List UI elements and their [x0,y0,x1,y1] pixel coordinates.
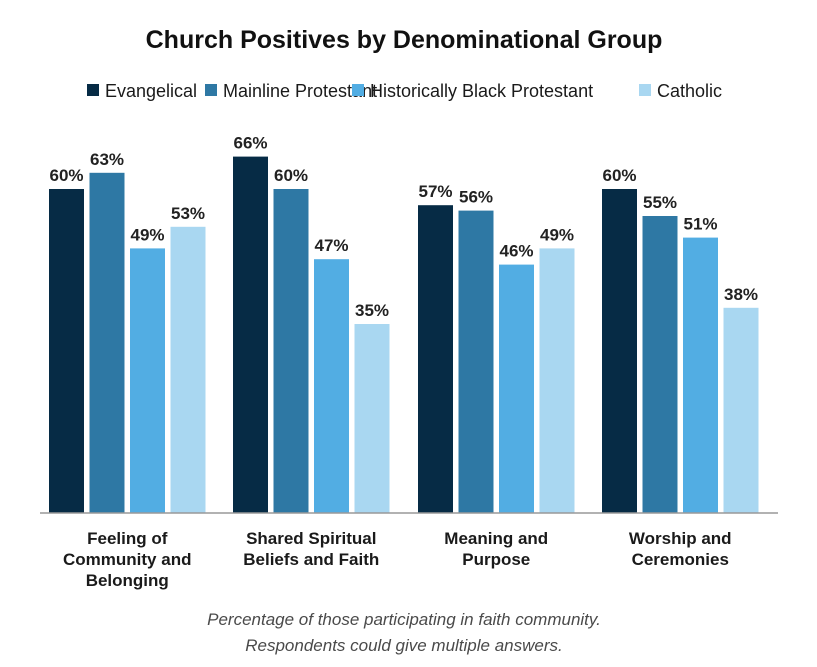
bar-4-1 [602,189,637,513]
bar-1-2 [89,172,125,514]
bar-4-3 [683,237,718,513]
category-label-1-line-2: Community and [63,550,191,569]
bar-2-2 [273,189,309,513]
bar-3-2 [458,210,494,513]
bar-2-3 [314,259,349,513]
bar-4-2 [642,216,678,513]
value-label-4-4: 38% [724,285,758,304]
value-label-2-3: 47% [314,236,348,255]
value-label-4-3: 51% [683,215,717,234]
bar-4-4 [723,307,759,513]
bar-1-3 [130,248,165,513]
value-label-1-3: 49% [130,225,164,244]
value-label-2-2: 60% [274,166,308,185]
value-label-2-4: 35% [355,301,389,320]
category-label-2-line-2: Beliefs and Faith [243,550,379,569]
category-label-1-line-1: Feeling of [87,529,168,548]
category-label-3-line-2: Purpose [462,550,530,569]
category-label-4-line-1: Worship and [629,529,732,548]
bar-1-4 [170,226,206,514]
legend-label-3: Historically Black Protestant [370,81,593,101]
value-label-3-4: 49% [540,225,574,244]
legend-label-2: Mainline Protestant [223,81,377,101]
category-label-4-line-2: Ceremonies [632,550,729,569]
category-label-1-line-3: Belonging [86,571,169,590]
category-label-3-line-1: Meaning and [444,529,548,548]
category-labels-group: Feeling of Community and Belonging Shared S… [63,529,732,590]
legend-swatch-1 [87,84,99,96]
value-label-4-2: 55% [643,193,677,212]
legend-swatch-4 [639,84,651,96]
legend-swatch-3 [352,84,364,96]
bars-group [49,156,759,514]
value-label-1-2: 63% [90,150,124,169]
legend: Evangelical Mainline ProtestantHistorical… [87,81,722,101]
value-label-4-1: 60% [602,166,636,185]
bar-2-1 [233,156,268,513]
bar-3-3 [499,264,534,513]
legend-label-4: Catholic [657,81,722,101]
value-label-1-1: 60% [49,166,83,185]
footnote-line-1: Percentage of those participating in fai… [207,610,601,629]
value-label-1-4: 53% [171,204,205,223]
value-label-3-1: 57% [418,182,452,201]
bar-3-1 [418,205,453,513]
value-labels-group: 60% 63% 49% 53% 66% 60% 47% 35% 57% 56% 46% 49% 60% 5… [49,134,758,320]
bar-1-1 [49,189,84,513]
footnote-line-2: Respondents could give multiple answers. [245,636,563,655]
chart-title: Church Positives by Denominational Group [146,26,663,54]
value-label-2-1: 66% [233,134,267,153]
bar-2-4 [354,324,390,513]
category-label-2-line-1: Shared Spiritual [246,529,376,548]
value-label-3-2: 56% [459,188,493,207]
bar-3-4 [539,248,575,513]
legend-label-1: Evangelical [105,81,197,101]
value-label-3-3: 46% [499,242,533,261]
legend-swatch-2 [205,84,217,96]
